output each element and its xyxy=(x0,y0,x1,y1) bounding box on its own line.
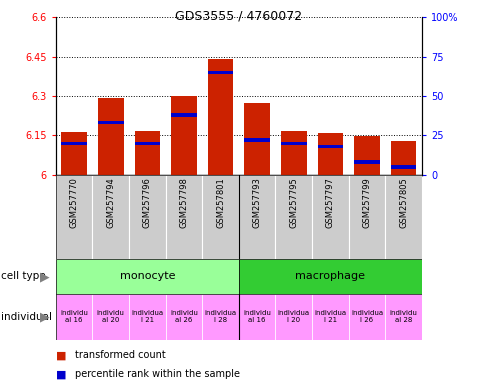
Bar xyxy=(129,294,166,340)
Bar xyxy=(239,175,275,259)
Bar xyxy=(312,175,348,259)
Text: GDS3555 / 4760072: GDS3555 / 4760072 xyxy=(175,10,302,23)
Text: transformed count: transformed count xyxy=(75,350,166,360)
Bar xyxy=(275,175,312,259)
Bar xyxy=(353,136,379,175)
Text: GSM257770: GSM257770 xyxy=(69,177,78,228)
Bar xyxy=(384,175,421,259)
Text: GSM257796: GSM257796 xyxy=(142,177,151,228)
Bar xyxy=(61,132,87,175)
Bar xyxy=(98,121,123,124)
Text: GSM257805: GSM257805 xyxy=(398,177,408,228)
Text: individu
al 26: individu al 26 xyxy=(170,310,197,323)
Text: individual: individual xyxy=(1,312,52,322)
Text: GSM257801: GSM257801 xyxy=(215,177,225,228)
Bar xyxy=(202,175,239,259)
Bar xyxy=(207,71,233,74)
Bar xyxy=(134,141,160,145)
Bar xyxy=(166,294,202,340)
Text: GSM257795: GSM257795 xyxy=(288,177,298,228)
Text: percentile rank within the sample: percentile rank within the sample xyxy=(75,369,240,379)
Text: ■: ■ xyxy=(56,369,66,379)
Text: GSM257797: GSM257797 xyxy=(325,177,334,228)
Bar xyxy=(353,161,379,164)
Bar xyxy=(390,165,416,169)
Bar xyxy=(348,175,385,259)
Text: individua
l 21: individua l 21 xyxy=(314,310,346,323)
Bar xyxy=(312,294,348,340)
Bar xyxy=(129,175,166,259)
Text: individu
al 28: individu al 28 xyxy=(389,310,417,323)
Bar xyxy=(56,175,92,259)
Bar xyxy=(244,103,270,175)
Text: individua
l 26: individua l 26 xyxy=(350,310,382,323)
Bar xyxy=(171,113,197,117)
Bar xyxy=(56,259,239,294)
Bar xyxy=(56,294,92,340)
Text: GSM257798: GSM257798 xyxy=(179,177,188,228)
Text: individu
al 16: individu al 16 xyxy=(243,310,271,323)
Bar xyxy=(61,141,87,145)
Text: monocyte: monocyte xyxy=(120,271,175,281)
Text: cell type: cell type xyxy=(1,271,45,281)
Text: individua
l 28: individua l 28 xyxy=(204,310,236,323)
Text: ▶: ▶ xyxy=(40,270,49,283)
Text: individua
l 21: individua l 21 xyxy=(131,310,163,323)
Text: ▶: ▶ xyxy=(40,310,49,323)
Bar xyxy=(98,98,123,175)
Bar xyxy=(92,294,129,340)
Bar xyxy=(280,141,306,145)
Bar xyxy=(239,294,275,340)
Text: individu
al 16: individu al 16 xyxy=(60,310,88,323)
Text: individua
l 20: individua l 20 xyxy=(277,310,309,323)
Text: ■: ■ xyxy=(56,350,66,360)
Bar xyxy=(244,138,270,142)
Text: individu
al 20: individu al 20 xyxy=(97,310,124,323)
Bar xyxy=(92,175,129,259)
Bar xyxy=(317,145,343,148)
Bar xyxy=(207,59,233,175)
Bar xyxy=(171,96,197,175)
Bar xyxy=(275,294,312,340)
Text: macrophage: macrophage xyxy=(295,271,364,281)
Bar xyxy=(280,131,306,175)
Bar xyxy=(239,259,421,294)
Bar xyxy=(317,133,343,175)
Bar xyxy=(166,175,202,259)
Bar xyxy=(348,294,385,340)
Text: GSM257794: GSM257794 xyxy=(106,177,115,228)
Text: GSM257793: GSM257793 xyxy=(252,177,261,228)
Text: GSM257799: GSM257799 xyxy=(362,177,371,228)
Bar xyxy=(384,294,421,340)
Bar xyxy=(202,294,239,340)
Bar xyxy=(390,141,416,175)
Bar xyxy=(134,131,160,175)
